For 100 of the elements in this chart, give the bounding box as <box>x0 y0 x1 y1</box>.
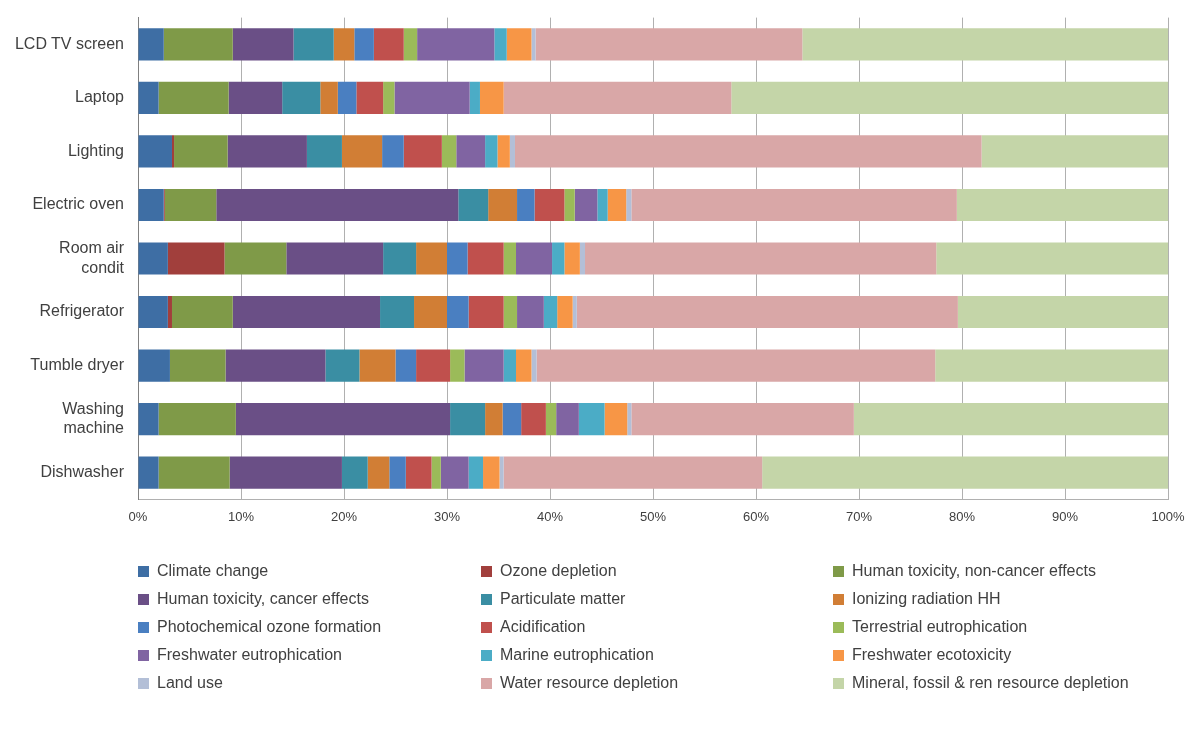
y-tick-label: Dishwasher <box>40 463 125 481</box>
y-tick-label: Lighting <box>67 141 124 159</box>
bar <box>225 349 326 382</box>
bar <box>503 295 518 329</box>
bar <box>597 188 608 222</box>
bar <box>163 28 233 61</box>
bar <box>516 242 553 275</box>
bar <box>373 28 404 61</box>
bar <box>138 28 164 61</box>
bar <box>167 242 225 275</box>
bar <box>585 242 937 275</box>
bar <box>607 188 627 222</box>
bar <box>557 295 573 329</box>
legend-label: Marine eutrophication <box>500 646 654 664</box>
bar <box>545 403 557 436</box>
bar <box>382 135 404 168</box>
legend-label: Mineral, fossil & ren resource depletion <box>852 674 1129 692</box>
x-tick-label: 40% <box>536 508 564 524</box>
bar <box>514 135 982 168</box>
bar <box>762 456 1168 489</box>
legend-label: Ionizing radiation HH <box>852 590 1001 608</box>
bar <box>383 81 395 114</box>
legend-label: Freshwater eutrophication <box>157 646 342 664</box>
bar <box>578 403 605 436</box>
bar <box>354 28 374 61</box>
bar <box>228 81 283 114</box>
bar <box>488 188 518 222</box>
bar <box>497 135 510 168</box>
x-tick-label: 50% <box>639 508 667 524</box>
bar <box>138 188 164 222</box>
bar <box>479 81 504 114</box>
x-tick-label: 0% <box>128 508 148 524</box>
bar <box>543 295 558 329</box>
x-tick-label: 20% <box>330 508 358 524</box>
bar <box>485 135 498 168</box>
bar <box>158 403 236 436</box>
bar <box>216 188 459 222</box>
bar <box>935 349 1168 382</box>
bar <box>229 456 342 489</box>
bar <box>282 81 321 114</box>
bar <box>171 135 175 168</box>
bar <box>502 403 522 436</box>
bar <box>534 188 565 222</box>
bar <box>380 295 415 329</box>
bar <box>626 188 632 222</box>
bar <box>138 81 159 114</box>
bar <box>367 456 390 489</box>
y-tick-label: Tumble dryer <box>30 355 125 373</box>
bar <box>731 81 1168 114</box>
bar <box>138 242 168 275</box>
bar <box>503 81 732 114</box>
bar <box>293 28 334 61</box>
bar <box>158 456 230 489</box>
bar <box>503 456 763 489</box>
bar <box>957 295 1168 329</box>
bar <box>405 456 432 489</box>
bar <box>631 403 854 436</box>
bar <box>521 403 546 436</box>
bar <box>556 403 579 436</box>
bar <box>458 188 489 222</box>
legend-label: Water resource depletion <box>500 674 679 692</box>
bar <box>383 242 417 275</box>
bar <box>333 28 355 61</box>
bar <box>138 135 172 168</box>
bar <box>171 295 233 329</box>
bar <box>138 456 159 489</box>
bar <box>503 349 517 382</box>
bar <box>450 349 465 382</box>
bar <box>483 456 500 489</box>
bar <box>576 295 958 329</box>
bar <box>417 28 495 61</box>
bar <box>431 456 441 489</box>
bar <box>341 456 368 489</box>
bar <box>389 456 406 489</box>
bar <box>320 81 338 114</box>
bar <box>579 242 586 275</box>
y-tick-label: Electric oven <box>32 195 124 213</box>
bar <box>325 349 360 382</box>
bar <box>164 188 217 222</box>
bar <box>441 135 457 168</box>
bar <box>494 28 507 61</box>
bar <box>224 242 287 275</box>
legend-label: Terrestrial eutrophication <box>852 618 1028 636</box>
bar <box>416 349 451 382</box>
bar <box>517 295 544 329</box>
bar <box>403 135 442 168</box>
bar <box>468 456 484 489</box>
bar <box>536 349 936 382</box>
bar <box>604 403 628 436</box>
x-tick-label: 10% <box>227 508 255 524</box>
x-tick-label: 60% <box>742 508 770 524</box>
bar <box>468 295 504 329</box>
bar <box>627 403 632 436</box>
bar <box>158 81 229 114</box>
bar <box>450 403 486 436</box>
legend-label: Freshwater ecotoxicity <box>852 646 1012 664</box>
y-tick-label: Room air condit <box>59 239 125 276</box>
bar <box>456 135 486 168</box>
x-tick-label: 100% <box>1151 508 1186 524</box>
bar <box>509 135 515 168</box>
